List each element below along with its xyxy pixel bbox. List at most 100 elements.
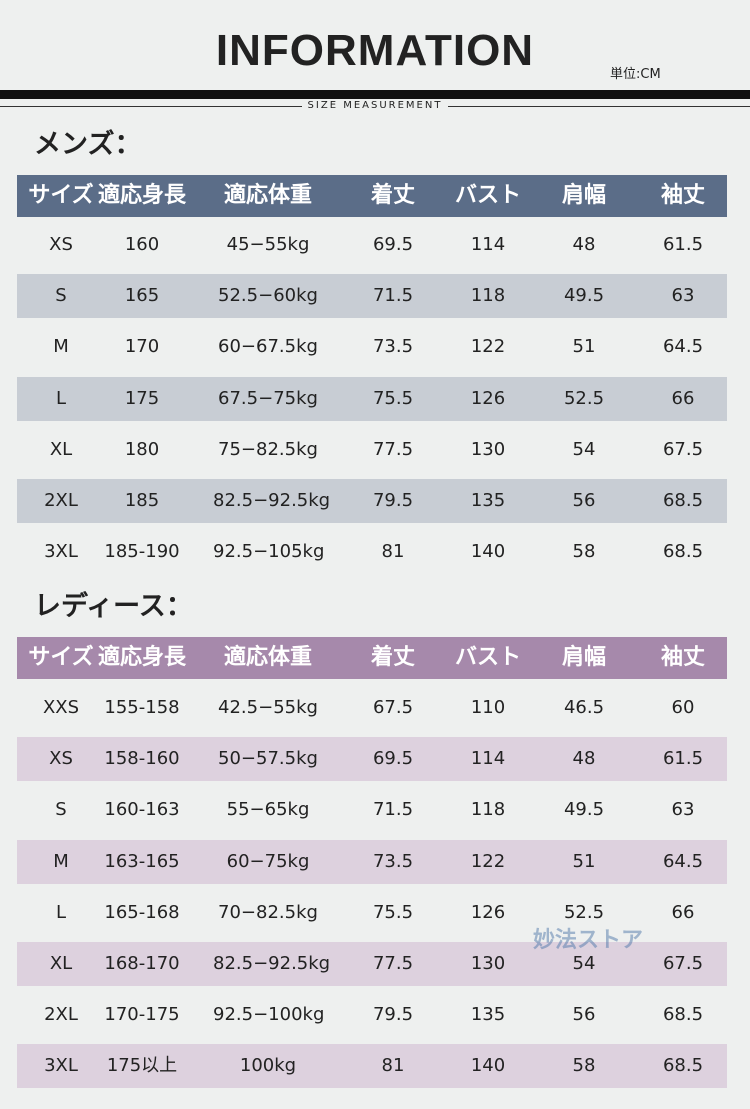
table-cell: 58 <box>572 1055 596 1077</box>
column-header: 着丈 <box>370 645 415 670</box>
table-cell: 185-190 <box>104 541 180 563</box>
table-cell: 118 <box>470 799 506 821</box>
table-cell: XS <box>49 234 73 255</box>
table-cell: 50−57.5kg <box>218 748 318 770</box>
table-cell: 165-168 <box>104 901 180 923</box>
table-cell: 75.5 <box>372 901 414 923</box>
table-cell: 130 <box>470 438 506 460</box>
table-cell: 110 <box>470 697 506 718</box>
table-cell: 81 <box>381 1055 405 1077</box>
row-band <box>17 737 727 782</box>
table-cell: 56 <box>572 1004 596 1026</box>
divider <box>0 90 750 99</box>
column-header: 着丈 <box>370 183 415 208</box>
table-cell: XS <box>49 748 73 770</box>
column-header: 適応身長 <box>97 183 186 208</box>
table-cell: 60 <box>671 697 695 718</box>
table-cell: 92.5−100kg <box>213 1004 325 1026</box>
table-cell: 130 <box>470 953 506 974</box>
table-cell: 48 <box>572 748 596 770</box>
table-cell: 75−82.5kg <box>218 438 318 460</box>
table-cell: 175以上 <box>106 1055 178 1077</box>
table-cell: 81 <box>381 541 405 563</box>
table-cell: 52.5 <box>563 387 605 409</box>
table-cell: 54 <box>572 438 596 460</box>
table-cell: 100kg <box>239 1055 297 1077</box>
table-cell: XL <box>49 438 73 460</box>
row-band <box>17 274 727 319</box>
column-header: 適応体重 <box>223 183 312 208</box>
table-cell: XXS <box>42 697 80 718</box>
table-cell: 66 <box>671 901 695 923</box>
table-cell: 155-158 <box>104 697 180 718</box>
table-cell: 49.5 <box>563 285 605 307</box>
table-cell: 82.5−92.5kg <box>213 953 331 974</box>
row-band <box>17 942 727 986</box>
table-cell: 92.5−105kg <box>213 541 325 563</box>
table-cell: 175 <box>124 387 160 409</box>
watermark: 妙法ストア <box>533 928 644 953</box>
table-cell: 45−55kg <box>226 234 310 255</box>
table-header <box>17 637 727 679</box>
table-cell: 67.5 <box>662 953 704 974</box>
table-cell: 163-165 <box>104 850 180 872</box>
table-cell: 165 <box>124 285 160 307</box>
table-cell: 51 <box>572 336 596 358</box>
section-label: レディース： <box>34 591 193 622</box>
table-cell: 63 <box>671 799 695 821</box>
table-cell: 82.5−92.5kg <box>213 490 331 511</box>
table-cell: 71.5 <box>372 799 414 821</box>
table-cell: 135 <box>470 490 506 511</box>
column-header: バスト <box>454 183 521 208</box>
table-cell: 73.5 <box>372 850 414 872</box>
table-cell: 67.5 <box>662 438 704 460</box>
table-cell: 126 <box>470 387 506 409</box>
table-cell: 3XL <box>44 1055 78 1077</box>
table-cell: 75.5 <box>372 387 414 409</box>
table-cell: 73.5 <box>372 336 414 358</box>
table-cell: 63 <box>671 285 695 307</box>
table-cell: 71.5 <box>372 285 414 307</box>
column-header: サイズ <box>28 183 94 208</box>
table-cell: 68.5 <box>662 1004 704 1026</box>
column-header: サイズ <box>28 645 94 670</box>
column-header: 袖丈 <box>660 645 705 670</box>
table-cell: 135 <box>470 1004 506 1026</box>
table-cell: 118 <box>470 285 506 307</box>
table-cell: 160 <box>124 234 160 255</box>
table-cell: S <box>55 285 67 307</box>
table-cell: 126 <box>470 901 506 923</box>
table-cell: 52.5 <box>563 901 605 923</box>
table-cell: 67.5−75kg <box>218 387 318 409</box>
table-cell: 51 <box>572 850 596 872</box>
table-cell: 3XL <box>44 541 78 563</box>
column-header: 適応体重 <box>223 645 312 670</box>
column-header: バスト <box>454 645 521 670</box>
table-cell: 42.5−55kg <box>218 697 318 718</box>
table-cell: 64.5 <box>662 850 704 872</box>
table-cell: 54 <box>572 953 596 974</box>
column-header: 肩幅 <box>561 183 606 208</box>
table-cell: 168-170 <box>104 953 180 974</box>
table-cell: 66 <box>671 387 695 409</box>
row-band <box>17 479 727 523</box>
table-cell: 122 <box>470 336 506 358</box>
table-cell: 122 <box>470 850 506 872</box>
table-cell: 60−67.5kg <box>218 336 318 358</box>
table-cell: 60−75kg <box>226 850 310 872</box>
table-cell: 61.5 <box>662 234 704 255</box>
column-header: 適応身長 <box>97 645 186 670</box>
table-cell: M <box>53 336 69 358</box>
table-cell: 56 <box>572 490 596 511</box>
table-cell: 79.5 <box>372 1004 414 1026</box>
row-band <box>17 1044 727 1089</box>
table-cell: 68.5 <box>662 541 704 563</box>
table-cell: 77.5 <box>372 953 414 974</box>
table-cell: L <box>55 387 67 409</box>
table-cell: 61.5 <box>662 748 704 770</box>
table-cell: 114 <box>470 234 506 255</box>
table-cell: 180 <box>124 438 160 460</box>
table-cell: 140 <box>470 1055 506 1077</box>
table-cell: 58 <box>572 541 596 563</box>
